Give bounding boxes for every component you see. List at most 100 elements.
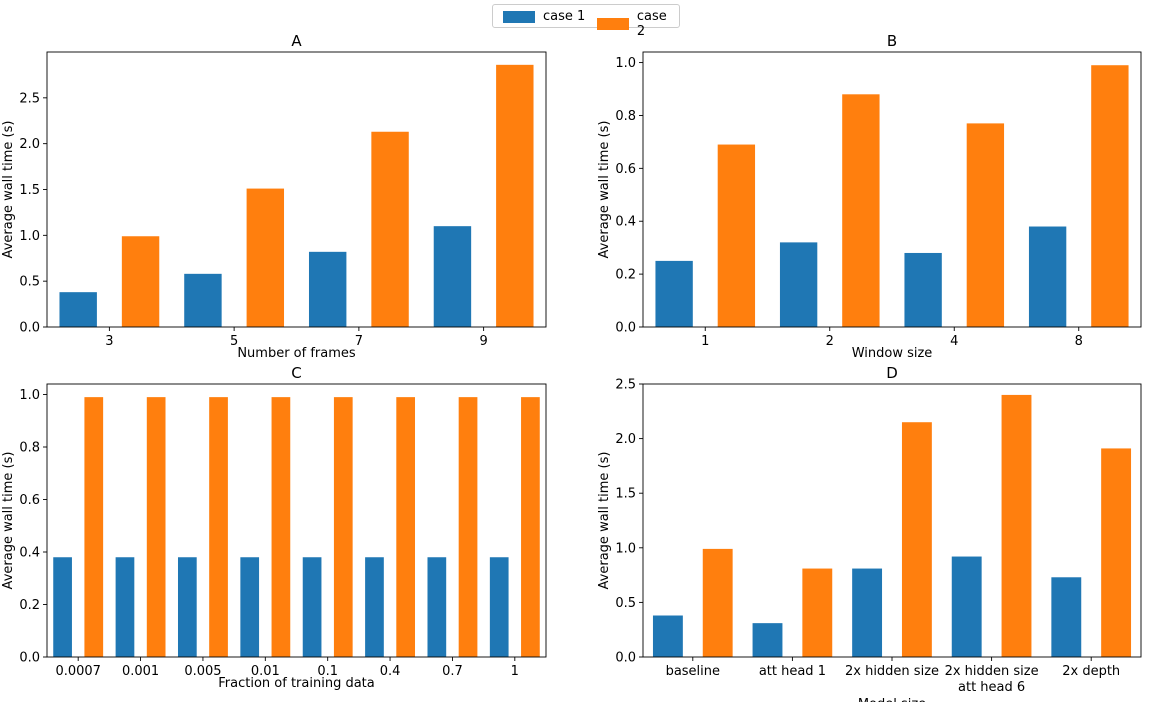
axes-frame-b bbox=[642, 51, 1142, 328]
bar-b-case1-2 bbox=[904, 252, 942, 327]
panel-title-c: C bbox=[291, 364, 301, 382]
panel-a: 0.0 0.5 1.0 1.5 2.0 2.5 3 5 7 9 A Number of frames A… bbox=[1, 32, 547, 361]
bar-b-case1-0 bbox=[655, 260, 693, 327]
xtick-label-c-2: 0.005 bbox=[184, 664, 221, 679]
xtick-label-c-3: 0.01 bbox=[251, 664, 280, 679]
bar-c-case1-1 bbox=[115, 557, 135, 657]
panel-title-b: B bbox=[887, 32, 897, 50]
panel-title-a: A bbox=[291, 32, 302, 50]
bar-c-case2-7 bbox=[521, 397, 540, 658]
xlabel-c: Fraction of training data bbox=[218, 676, 374, 691]
ytick-label-c-1: 0.2 bbox=[19, 598, 40, 613]
ylabel-b: Average wall time (s) bbox=[597, 121, 612, 259]
bar-c-case2-2 bbox=[209, 397, 228, 658]
legend-label-case-2: case 2 bbox=[636, 9, 667, 39]
ytick-label-b-1: 0.2 bbox=[615, 268, 636, 283]
ytick-label-c-5: 1.0 bbox=[19, 388, 40, 403]
ytick-label-a-4: 2.0 bbox=[19, 137, 40, 152]
panel-c: 0.0 0.2 0.4 0.6 0.8 1.0 0.0007 0.001 0.005 0.01 0.… bbox=[1, 364, 547, 691]
bar-c-case2-4 bbox=[333, 397, 353, 658]
ylabel-a: Average wall time (s) bbox=[1, 121, 16, 259]
xtick-label-b-0: 1 bbox=[701, 334, 709, 349]
bar-b-case2-2 bbox=[966, 123, 1005, 327]
bar-c-case1-7 bbox=[489, 557, 509, 657]
bar-a-case2-1 bbox=[246, 188, 285, 327]
ytick-label-c-4: 0.8 bbox=[19, 441, 40, 456]
xtick-label-d-2: 2x hidden size bbox=[845, 664, 939, 679]
ytick-label-d-5: 2.5 bbox=[615, 378, 636, 393]
ytick-label-a-1: 0.5 bbox=[19, 275, 40, 290]
ytick-label-b-4: 0.8 bbox=[615, 109, 636, 124]
ylabel-d: Average wall time (s) bbox=[597, 452, 612, 590]
ytick-label-c-2: 0.4 bbox=[19, 546, 40, 561]
legend: case 1 case 2 bbox=[492, 4, 680, 39]
bar-c-case2-5 bbox=[396, 397, 416, 658]
legend-label-case-1: case 1 bbox=[543, 9, 586, 24]
panel-b: 0.0 0.2 0.4 0.6 0.8 1.0 1 2 4 8 B Window size Averag… bbox=[597, 32, 1142, 361]
bar-d-case2-4 bbox=[1101, 448, 1132, 657]
xtick-label-c-4: 0.1 bbox=[317, 664, 338, 679]
bar-d-case2-0 bbox=[702, 548, 733, 657]
bar-d-case1-3 bbox=[951, 556, 982, 657]
ytick-label-b-5: 1.0 bbox=[615, 56, 636, 71]
bar-d-case1-1 bbox=[752, 623, 783, 657]
legend-swatch-case-1 bbox=[503, 10, 535, 23]
ytick-label-d-0: 0.0 bbox=[615, 651, 636, 666]
bar-c-case2-0 bbox=[84, 397, 104, 658]
axes-frame-c bbox=[46, 383, 547, 658]
xtick-label-d-1: att head 1 bbox=[759, 664, 826, 679]
bar-a-case2-3 bbox=[496, 64, 534, 327]
xtick-label-line-d-3-0: 2x hidden size bbox=[945, 664, 1039, 679]
bar-a-case1-0 bbox=[59, 292, 97, 327]
bar-d-case1-0 bbox=[652, 615, 683, 657]
xtick-label-c-1: 0.001 bbox=[122, 664, 159, 679]
bar-b-case1-1 bbox=[779, 242, 818, 327]
bar-c-case2-1 bbox=[146, 397, 166, 658]
xtick-label-d-0: baseline bbox=[666, 664, 720, 679]
legend-swatch-case-2 bbox=[597, 18, 629, 30]
xlabel-a: Number of frames bbox=[237, 346, 356, 361]
panel-title-d: D bbox=[886, 364, 898, 382]
ytick-label-a-5: 2.5 bbox=[19, 91, 40, 106]
xtick-label-c-7: 1 bbox=[511, 664, 519, 679]
bar-b-case1-3 bbox=[1028, 226, 1067, 327]
xtick-label-line-d-3-1: att head 6 bbox=[958, 680, 1025, 695]
bar-c-case1-5 bbox=[365, 557, 384, 657]
ylabel-c: Average wall time (s) bbox=[1, 452, 16, 590]
xtick-label-a-0: 3 bbox=[105, 334, 113, 349]
ytick-label-c-3: 0.6 bbox=[19, 493, 40, 508]
ytick-label-a-2: 1.0 bbox=[19, 229, 40, 244]
ytick-label-d-2: 1.0 bbox=[615, 541, 636, 556]
xtick-label-a-3: 9 bbox=[479, 334, 487, 349]
bar-d-case2-2 bbox=[901, 422, 932, 657]
ytick-label-c-0: 0.0 bbox=[19, 651, 40, 666]
ytick-label-b-2: 0.4 bbox=[615, 215, 636, 230]
bar-c-case2-6 bbox=[458, 397, 478, 658]
bar-d-case1-4 bbox=[1051, 577, 1082, 657]
bar-c-case1-3 bbox=[240, 557, 260, 657]
legend-item-case-1: case 1 bbox=[503, 9, 585, 24]
xtick-label-c-0: 0.0007 bbox=[55, 664, 101, 679]
xlabel-b: Window size bbox=[852, 346, 933, 361]
bar-d-case1-2 bbox=[852, 568, 883, 657]
xlabel-d: Model size bbox=[858, 697, 926, 702]
bar-d-case2-3 bbox=[1001, 394, 1032, 657]
bar-b-case2-3 bbox=[1091, 65, 1129, 327]
bar-c-case1-4 bbox=[302, 557, 322, 657]
ytick-label-b-0: 0.0 bbox=[615, 321, 636, 336]
xtick-label-a-1: 5 bbox=[230, 334, 238, 349]
xtick-label-d-4: 2x depth bbox=[1062, 664, 1120, 679]
bar-c-case1-0 bbox=[53, 557, 72, 657]
bar-a-case1-2 bbox=[308, 251, 347, 327]
xtick-label-c-5: 0.4 bbox=[380, 664, 401, 679]
bar-c-case2-3 bbox=[271, 397, 291, 658]
ytick-label-a-0: 0.0 bbox=[19, 321, 40, 336]
bar-c-case1-2 bbox=[177, 557, 197, 657]
bar-c-case1-6 bbox=[427, 557, 447, 657]
bar-b-case2-1 bbox=[842, 94, 880, 327]
xtick-label-b-1: 2 bbox=[826, 334, 834, 349]
xtick-label-b-3: 8 bbox=[1075, 334, 1083, 349]
bar-a-case2-0 bbox=[121, 236, 160, 327]
xtick-label-b-2: 4 bbox=[950, 334, 958, 349]
